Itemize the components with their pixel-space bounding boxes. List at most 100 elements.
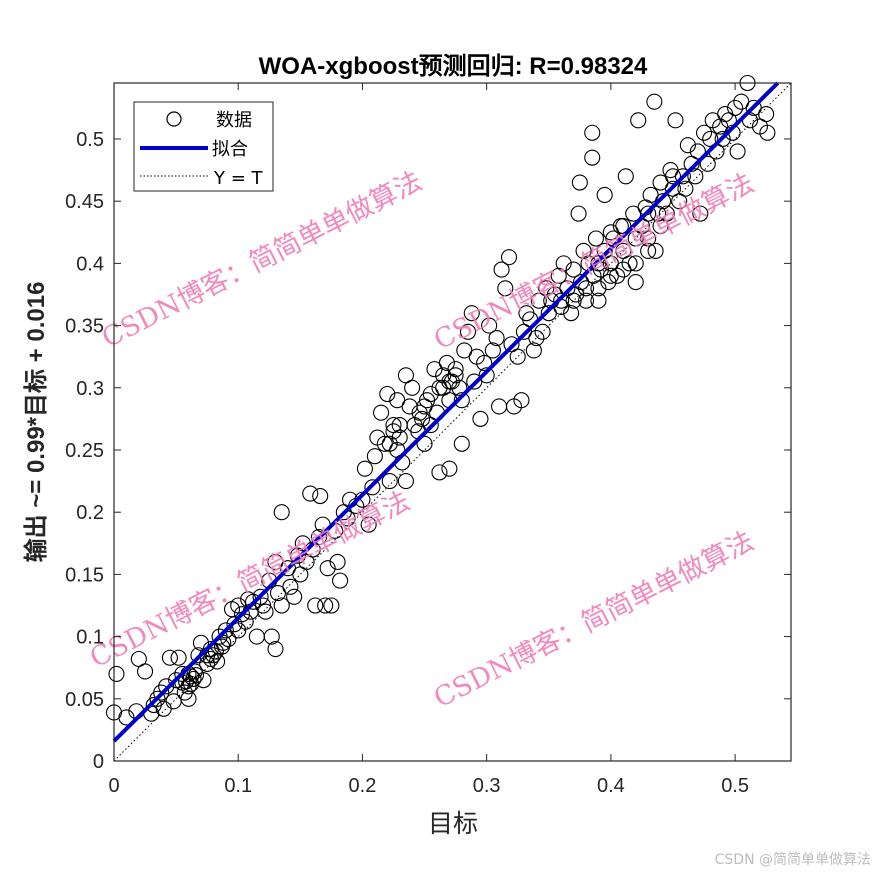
data-point	[273, 597, 290, 614]
data-point	[302, 485, 319, 502]
data-point	[453, 392, 470, 409]
data-point	[590, 280, 607, 297]
data-point	[481, 317, 498, 334]
data-point	[714, 130, 731, 148]
data-point	[602, 267, 619, 284]
data-point	[565, 292, 582, 309]
data-point	[530, 292, 547, 309]
data-point	[233, 606, 250, 623]
data-point	[525, 342, 542, 359]
data-point	[329, 553, 346, 571]
data-point	[627, 255, 644, 272]
data-point	[294, 535, 311, 552]
data-point	[679, 137, 696, 154]
data-point	[447, 367, 464, 384]
data-point	[459, 323, 477, 340]
data-point	[590, 292, 607, 309]
y-tick-label: 0.25	[65, 440, 104, 462]
data-point	[438, 354, 455, 371]
data-point	[391, 417, 408, 434]
data-point	[373, 404, 390, 421]
chart-title: WOA-xgboost预测回归: R=0.98324	[259, 53, 648, 80]
data-point	[528, 329, 545, 347]
data-point	[312, 487, 329, 505]
data-point	[699, 155, 716, 172]
data-point	[170, 649, 187, 666]
data-point	[153, 684, 170, 701]
data-point	[630, 112, 647, 129]
y-tick-label: 0.45	[65, 191, 104, 213]
data-point	[729, 143, 746, 160]
x-tick-label: 0.3	[473, 775, 501, 797]
data-point	[596, 186, 613, 204]
data-point	[252, 588, 269, 605]
data-point	[553, 292, 570, 309]
data-point	[463, 305, 480, 322]
data-point	[476, 354, 493, 371]
data-point	[379, 385, 396, 403]
y-tick-label: 0.2	[76, 502, 104, 524]
data-point	[640, 242, 657, 259]
legend-label-fit: 拟合	[212, 139, 248, 160]
x-axis-label: 目标	[428, 809, 478, 838]
credit-watermark: CSDN @简简单单做算法	[714, 852, 871, 868]
data-point	[497, 280, 514, 297]
data-point	[664, 168, 682, 185]
data-point	[584, 149, 601, 166]
data-point	[397, 473, 414, 490]
data-point	[563, 305, 580, 322]
data-point	[451, 379, 468, 396]
data-point	[137, 663, 154, 680]
data-point	[695, 124, 713, 141]
data-point	[692, 205, 709, 222]
data-point	[286, 588, 303, 605]
data-point	[391, 429, 408, 446]
data-point	[411, 404, 428, 421]
data-point	[577, 280, 595, 297]
data-point	[646, 93, 663, 110]
data-point	[404, 379, 421, 396]
data-point	[500, 249, 518, 266]
x-tick-label: 0	[108, 775, 119, 797]
data-point	[257, 603, 274, 620]
y-tick-label: 0.3	[76, 378, 104, 400]
legend-label-identity: Y = T	[213, 168, 264, 189]
data-point	[263, 628, 280, 645]
data-point	[319, 560, 336, 577]
data-point	[488, 329, 505, 347]
data-point	[187, 667, 205, 684]
x-tick-label: 0.4	[597, 775, 625, 797]
data-point	[609, 267, 626, 284]
data-point	[199, 655, 216, 673]
data-point	[267, 640, 284, 658]
data-point	[381, 473, 398, 490]
data-point	[640, 205, 657, 222]
data-point	[509, 348, 526, 365]
data-point	[161, 649, 178, 666]
x-axis-ticks: 0 0.1 0.2 0.3 0.4 0.5	[108, 83, 749, 797]
data-point	[590, 255, 607, 272]
data-point	[534, 323, 551, 340]
data-point	[621, 255, 638, 272]
data-point	[323, 597, 340, 614]
data-point	[667, 112, 684, 129]
y-tick-label: 0.35	[65, 316, 104, 338]
data-point	[364, 479, 381, 496]
data-point	[118, 709, 135, 726]
data-point	[273, 504, 290, 521]
data-point	[332, 572, 349, 589]
data-point	[441, 373, 458, 390]
data-point	[570, 205, 587, 222]
data-point	[677, 180, 694, 197]
data-point	[617, 168, 634, 185]
data-point	[689, 143, 706, 160]
data-point	[108, 665, 125, 682]
data-point	[478, 367, 495, 384]
y-tick-label: 0.05	[65, 689, 104, 711]
data-point	[674, 168, 691, 185]
data-point	[435, 379, 452, 396]
y-axis-label: 输出 ~= 0.99*目标 + 0.016	[22, 282, 50, 563]
data-point	[185, 670, 202, 687]
data-point	[555, 255, 572, 272]
data-point	[577, 292, 595, 309]
